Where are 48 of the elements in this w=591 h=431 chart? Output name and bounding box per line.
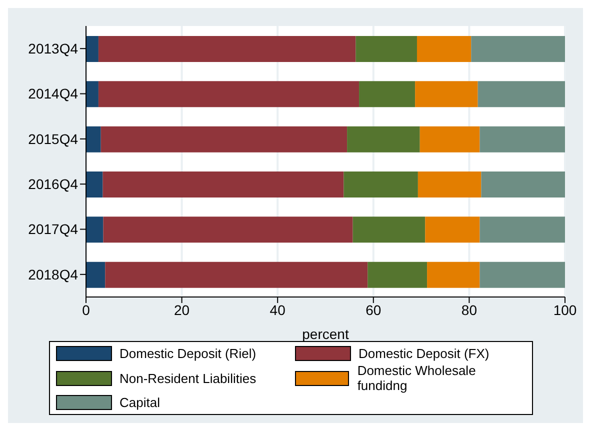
legend-label: Domestic Deposit (Riel) <box>120 346 256 361</box>
bar <box>368 262 428 288</box>
y-tick-label: 2017Q4 <box>28 221 78 238</box>
bar <box>481 172 565 198</box>
bar <box>103 216 353 243</box>
y-tick-label: 2014Q4 <box>28 86 78 102</box>
x-tick-label: 20 <box>174 302 190 318</box>
bar <box>86 126 101 152</box>
legend-label: Domestic Wholesale fundidng <box>357 363 477 393</box>
bar <box>100 126 348 152</box>
y-tick-label: 2015Q4 <box>28 130 78 147</box>
bar <box>471 36 565 62</box>
bar <box>352 216 426 243</box>
bar <box>480 216 565 243</box>
bar <box>86 81 98 108</box>
bar <box>356 36 417 62</box>
x-tick-label: 80 <box>461 302 478 318</box>
x-tick-label: 60 <box>366 302 382 318</box>
bar <box>416 36 472 62</box>
x-tick-label: 40 <box>270 302 286 318</box>
bar <box>427 262 480 288</box>
y-tick-label: 2018Q4 <box>28 266 78 282</box>
legend-label: Domestic Deposit (FX) <box>358 346 490 361</box>
bar <box>415 81 478 108</box>
legend-label: Non-Resident Liabilities <box>120 370 256 386</box>
bar <box>86 36 98 62</box>
bar <box>418 172 482 198</box>
bar <box>86 262 106 288</box>
x-tick-label: 0 <box>82 302 90 318</box>
bar <box>102 172 344 198</box>
bar <box>420 126 480 152</box>
bar <box>98 81 360 108</box>
bar <box>480 262 565 288</box>
bar <box>86 172 103 198</box>
bar <box>347 126 420 152</box>
bar <box>105 262 368 288</box>
x-axis-title: percent <box>302 326 349 342</box>
bar <box>344 172 418 198</box>
legend-label: Capital <box>120 395 160 410</box>
bar <box>478 81 565 108</box>
bar <box>359 81 416 108</box>
bar <box>98 36 356 62</box>
bar <box>480 126 565 152</box>
bar <box>86 216 104 243</box>
bar <box>425 216 480 243</box>
y-tick-label: 2013Q4 <box>28 40 78 57</box>
y-tick-label: 2016Q4 <box>28 176 78 192</box>
x-tick-label: 100 <box>553 302 577 318</box>
